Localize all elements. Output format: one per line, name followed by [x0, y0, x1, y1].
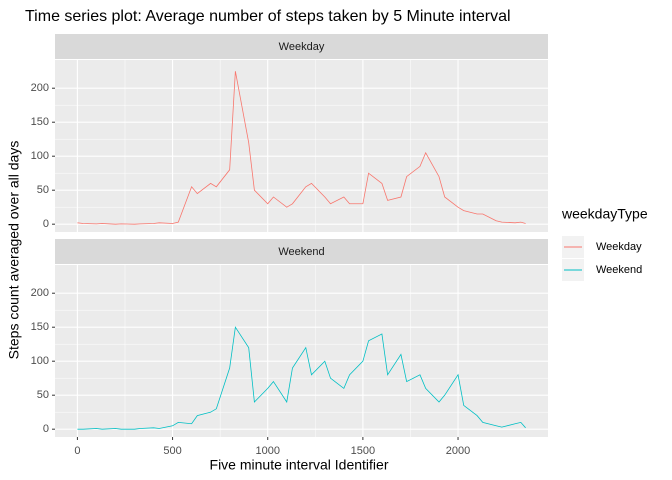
y-tick-label: 50: [37, 184, 49, 196]
strip-label: Weekday: [279, 41, 325, 53]
y-tick-label: 200: [31, 82, 49, 94]
data-line: [77, 71, 526, 225]
y-tick-label: 100: [31, 150, 49, 162]
panel: [55, 265, 548, 437]
y-tick-label: 150: [31, 321, 49, 333]
x-tick-label: 500: [163, 445, 181, 457]
panel: [55, 60, 548, 232]
y-tick-label: 0: [43, 218, 49, 230]
chart-title: Time series plot: Average number of step…: [25, 8, 511, 25]
x-tick-label: 1000: [255, 445, 279, 457]
legend-label: Weekend: [596, 264, 642, 276]
strip: [55, 239, 548, 264]
strip-label: Weekend: [278, 246, 324, 258]
x-tick-label: 1500: [351, 445, 375, 457]
y-axis-title: Steps count averaged over all days: [6, 141, 22, 360]
y-tick-label: 0: [43, 423, 49, 435]
x-tick-label: 0: [74, 445, 80, 457]
legend-title: weekdayType: [561, 206, 648, 222]
y-tick-label: 150: [31, 116, 49, 128]
data-line: [77, 326, 526, 430]
x-tick-label: 2000: [446, 445, 470, 457]
y-tick-label: 100: [31, 355, 49, 367]
legend-label: Weekday: [596, 241, 642, 253]
y-tick-label: 200: [31, 287, 49, 299]
y-tick-label: 50: [37, 389, 49, 401]
x-axis-title: Five minute interval Identifier: [210, 457, 389, 473]
strip: [55, 34, 548, 59]
